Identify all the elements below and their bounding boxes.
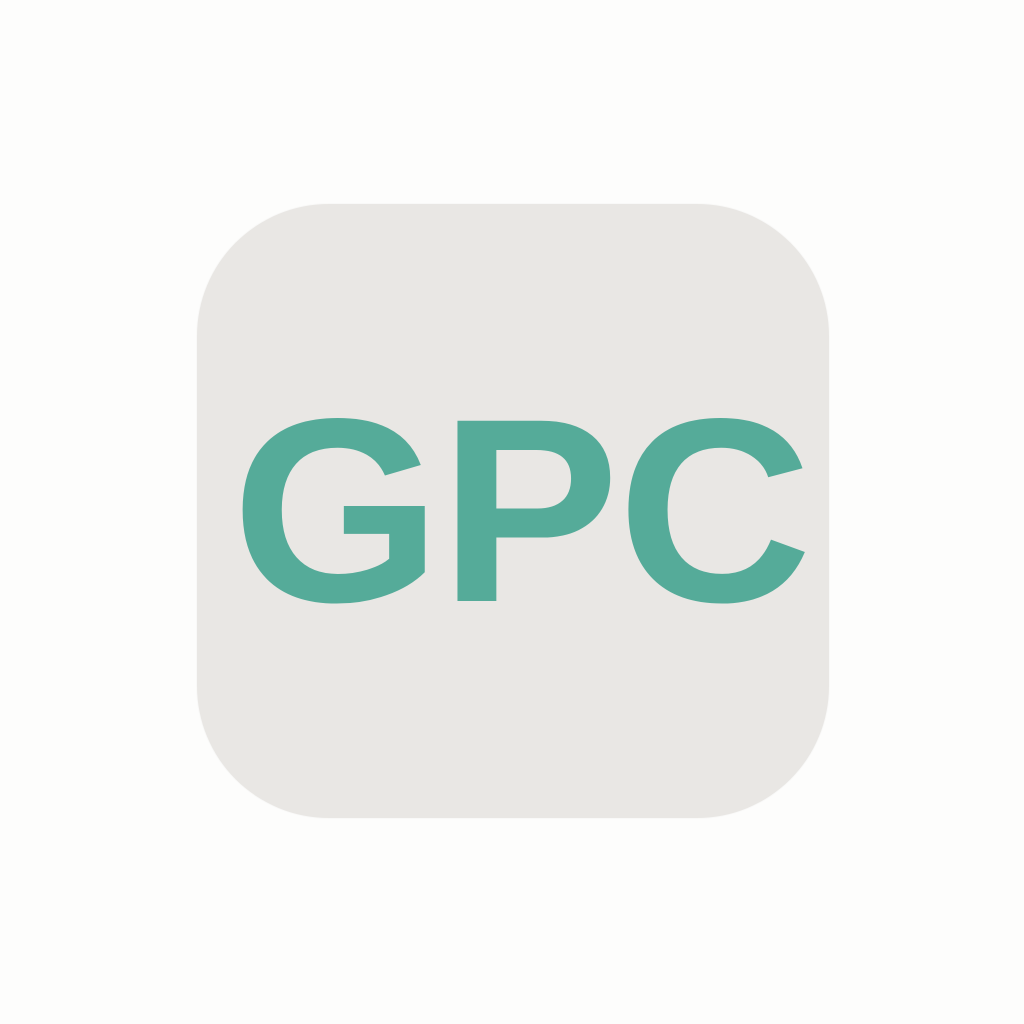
app-icon[interactable]: GPC bbox=[197, 204, 829, 818]
app-icon-label: GPC bbox=[231, 364, 813, 657]
